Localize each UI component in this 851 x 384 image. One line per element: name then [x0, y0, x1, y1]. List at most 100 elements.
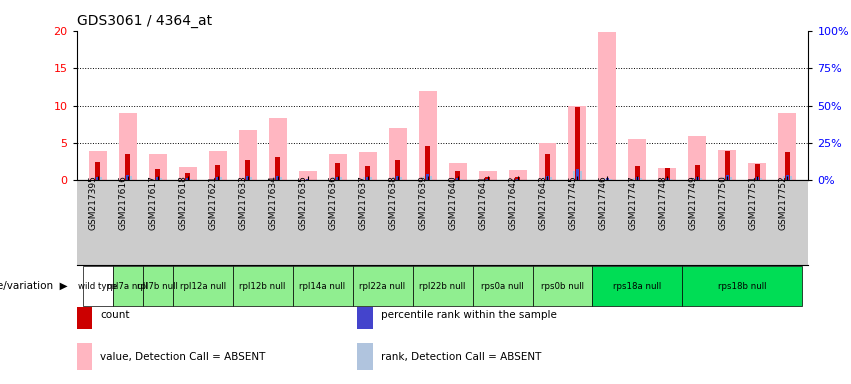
Bar: [424, 176, 431, 180]
Bar: [665, 168, 671, 180]
Bar: [598, 32, 616, 180]
Bar: [328, 154, 346, 180]
Bar: [694, 178, 701, 180]
Bar: [143, 266, 173, 306]
Text: rpl22a null: rpl22a null: [359, 281, 406, 291]
Bar: [544, 177, 551, 180]
Bar: [749, 163, 767, 180]
Bar: [334, 162, 340, 180]
Bar: [665, 178, 669, 180]
Bar: [155, 169, 160, 180]
Bar: [785, 152, 790, 180]
Text: count: count: [100, 310, 130, 320]
Bar: [366, 177, 369, 180]
Text: rpl12b null: rpl12b null: [239, 281, 286, 291]
Text: rpl22b null: rpl22b null: [420, 281, 465, 291]
Bar: [299, 171, 317, 180]
Bar: [756, 177, 759, 180]
Bar: [568, 106, 586, 180]
Bar: [246, 176, 249, 180]
Bar: [574, 107, 580, 180]
Bar: [413, 266, 472, 306]
Bar: [516, 179, 519, 180]
Bar: [664, 179, 671, 180]
Text: rps18a null: rps18a null: [614, 281, 661, 291]
Bar: [118, 113, 136, 180]
Bar: [173, 266, 232, 306]
Bar: [293, 266, 352, 306]
Bar: [723, 177, 732, 180]
Bar: [603, 179, 612, 180]
Bar: [635, 166, 640, 180]
Bar: [184, 179, 191, 180]
Bar: [784, 176, 791, 180]
Text: rpl14a null: rpl14a null: [300, 281, 346, 291]
Bar: [576, 169, 580, 180]
Bar: [486, 179, 489, 180]
Bar: [238, 130, 256, 180]
Bar: [694, 165, 700, 180]
Bar: [426, 174, 429, 180]
Bar: [363, 177, 372, 180]
Bar: [636, 177, 639, 180]
Bar: [245, 159, 250, 180]
Bar: [276, 176, 279, 180]
Text: rpl7b null: rpl7b null: [137, 281, 178, 291]
Bar: [208, 151, 226, 180]
Bar: [214, 177, 221, 180]
Bar: [336, 177, 340, 180]
Bar: [96, 177, 100, 180]
Bar: [545, 154, 551, 180]
Text: wild type: wild type: [78, 281, 117, 291]
Bar: [185, 173, 191, 180]
Bar: [365, 166, 370, 180]
Bar: [539, 143, 557, 180]
Text: percentile rank within the sample: percentile rank within the sample: [381, 310, 557, 320]
Bar: [352, 266, 413, 306]
Bar: [153, 178, 162, 180]
Bar: [718, 150, 736, 180]
Bar: [126, 175, 129, 180]
Bar: [755, 164, 760, 180]
Bar: [606, 178, 609, 180]
Bar: [659, 169, 677, 180]
Bar: [179, 167, 197, 180]
Bar: [306, 179, 309, 180]
Bar: [269, 118, 287, 180]
Bar: [533, 266, 592, 306]
Bar: [112, 266, 143, 306]
Bar: [454, 179, 461, 180]
Text: rps18b null: rps18b null: [718, 281, 767, 291]
Bar: [683, 266, 802, 306]
Bar: [545, 176, 549, 180]
Bar: [478, 171, 496, 180]
Bar: [94, 162, 100, 180]
Bar: [94, 177, 101, 180]
Bar: [393, 177, 402, 180]
Text: rpl12a null: rpl12a null: [180, 281, 226, 291]
Bar: [77, 302, 92, 329]
Bar: [125, 154, 130, 180]
Bar: [232, 266, 293, 306]
Bar: [696, 177, 699, 180]
Bar: [83, 266, 112, 306]
Bar: [592, 266, 683, 306]
Text: rpl7a null: rpl7a null: [107, 281, 148, 291]
Bar: [334, 177, 341, 180]
Bar: [358, 152, 376, 180]
Bar: [89, 151, 106, 180]
Bar: [389, 128, 407, 180]
Bar: [156, 177, 159, 180]
Text: genotype/variation  ▶: genotype/variation ▶: [0, 281, 68, 291]
Bar: [574, 172, 581, 180]
Bar: [785, 175, 789, 180]
Bar: [395, 159, 400, 180]
Bar: [216, 177, 220, 180]
Bar: [485, 177, 490, 180]
Bar: [633, 178, 642, 180]
Bar: [753, 178, 762, 180]
Text: GDS3061 / 4364_at: GDS3061 / 4364_at: [77, 14, 212, 28]
Bar: [357, 343, 373, 370]
Bar: [77, 343, 92, 370]
Bar: [726, 175, 729, 180]
